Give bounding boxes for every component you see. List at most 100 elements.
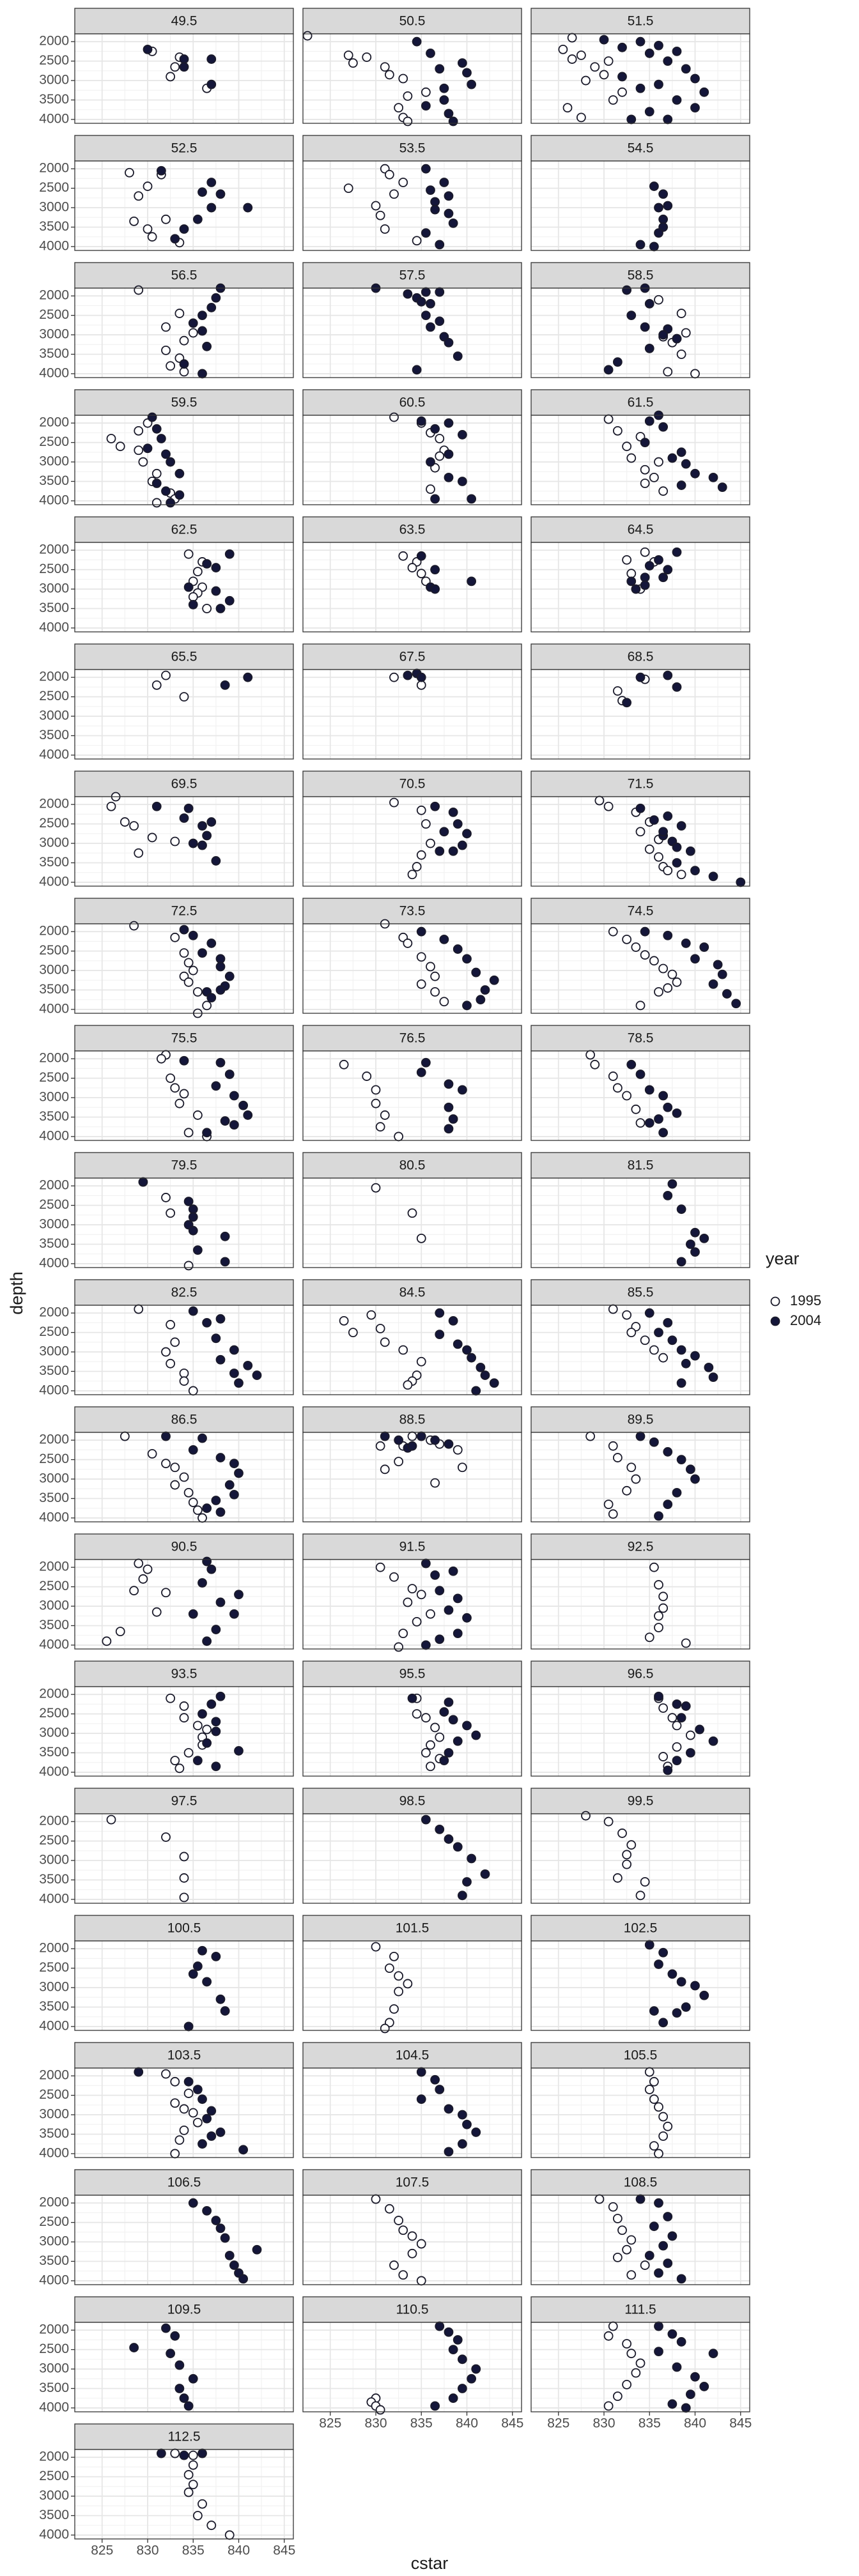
data-point	[644, 1940, 654, 1950]
panel-background	[303, 2068, 522, 2158]
data-point	[581, 1811, 591, 1821]
data-point	[681, 1638, 691, 1648]
data-point	[654, 1611, 663, 1621]
data-point	[174, 2135, 185, 2145]
data-point	[608, 1304, 618, 1314]
data-point	[416, 2239, 426, 2249]
strip-background	[302, 2296, 522, 2323]
data-point	[197, 1433, 207, 1443]
data-point	[166, 361, 176, 371]
data-point	[421, 1057, 431, 1068]
data-point	[215, 1453, 226, 1462]
data-point	[644, 844, 654, 854]
data-point	[658, 189, 669, 199]
data-point	[663, 56, 673, 66]
panel-background	[75, 797, 293, 886]
data-point	[143, 1564, 153, 1574]
data-point	[179, 1851, 189, 1862]
x-tick-label: 825	[91, 2543, 113, 2558]
data-point	[179, 2125, 189, 2135]
panel-border	[302, 1813, 522, 1904]
data-point	[174, 2360, 185, 2370]
strip-background	[74, 8, 294, 34]
strip-background	[530, 1406, 750, 1433]
panel-border	[530, 160, 750, 251]
data-point	[426, 298, 435, 309]
data-point	[188, 2198, 198, 2208]
data-point	[179, 2104, 189, 2114]
data-point	[471, 1730, 481, 1740]
data-point	[371, 201, 381, 211]
data-point	[435, 2321, 445, 2331]
data-point	[138, 1574, 148, 1584]
data-point	[453, 1593, 463, 1604]
data-point	[649, 956, 659, 966]
data-point	[416, 672, 426, 682]
y-tick-label: 4000	[39, 1128, 69, 1143]
panel-background	[75, 415, 293, 505]
x-tick-label: 840	[228, 2543, 250, 2558]
data-point	[672, 1721, 682, 1731]
data-point	[166, 1073, 176, 1084]
data-point	[161, 345, 171, 355]
strip-label: 93.5	[171, 1667, 197, 1682]
data-point	[704, 1362, 714, 1372]
data-point	[658, 2112, 669, 2122]
data-point	[667, 2231, 677, 2241]
data-point	[448, 2393, 458, 2404]
data-point	[188, 2460, 198, 2470]
panel-background	[75, 924, 293, 1013]
y-tick-label: 4000	[39, 747, 69, 762]
data-point	[612, 686, 623, 696]
y-tick-label: 3500	[39, 92, 69, 107]
facet-panel: 109.5 2000 2500 3000 3500 4000	[39, 2296, 294, 2414]
data-point	[202, 1128, 212, 1138]
data-point	[649, 2006, 659, 2016]
data-point	[649, 1437, 659, 1447]
data-point	[421, 1640, 431, 1650]
y-tick-label: 4000	[39, 2527, 69, 2542]
data-point	[663, 1447, 673, 1457]
data-point	[170, 2098, 180, 2108]
facet-panel: 73.5	[302, 898, 522, 1014]
data-point	[676, 870, 686, 880]
data-point	[170, 2149, 180, 2159]
data-point	[457, 2354, 467, 2365]
panel-border	[302, 33, 522, 124]
data-point	[690, 1351, 700, 1361]
data-point	[672, 334, 682, 344]
y-tick-label: 3000	[39, 200, 69, 215]
data-point	[603, 1816, 614, 1827]
data-point	[622, 1485, 632, 1496]
strip-label: 112.5	[168, 2430, 201, 2444]
data-point	[197, 369, 207, 379]
data-point	[462, 68, 472, 78]
data-point	[156, 2448, 166, 2458]
y-tick-label: 4000	[39, 620, 69, 634]
data-point	[462, 1613, 472, 1623]
data-point	[407, 1431, 417, 1441]
data-point	[224, 1480, 235, 1490]
y-tick-label: 2500	[39, 1324, 69, 1339]
data-point	[206, 2106, 217, 2116]
facet-panel: 105.5	[530, 2042, 750, 2159]
data-point	[462, 954, 472, 964]
facet-panel: 65.5 2000 2500 3000 3500 4000	[39, 643, 294, 762]
data-point	[220, 1116, 230, 1126]
data-point	[188, 2450, 198, 2460]
strip-background	[302, 1788, 522, 1814]
data-point	[681, 2403, 691, 2413]
data-point	[462, 2119, 472, 2129]
data-point	[676, 349, 686, 359]
strip-label: 73.5	[399, 904, 426, 919]
data-point	[161, 449, 171, 459]
data-point	[192, 1505, 203, 1515]
strip-background	[530, 2042, 750, 2069]
data-point	[654, 1580, 663, 1590]
data-point	[197, 326, 207, 336]
data-point	[658, 1091, 669, 1101]
panel-background	[303, 670, 522, 759]
data-point	[234, 1590, 244, 1600]
data-point	[663, 866, 673, 876]
panel-border	[74, 1177, 294, 1268]
